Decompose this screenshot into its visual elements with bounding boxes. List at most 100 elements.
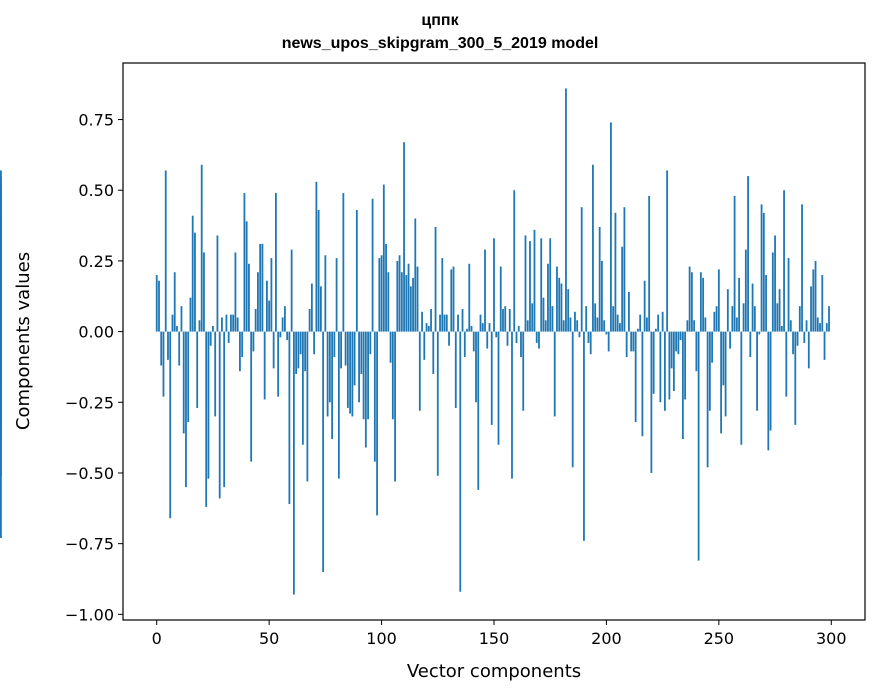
bar xyxy=(819,323,821,332)
bar xyxy=(461,308,464,332)
bar xyxy=(502,308,504,332)
bar xyxy=(672,331,675,391)
bar xyxy=(726,289,729,332)
bar xyxy=(452,266,455,332)
bar xyxy=(396,260,399,332)
bar xyxy=(286,331,289,341)
bar xyxy=(778,289,781,332)
bar xyxy=(445,314,448,332)
bar xyxy=(722,331,725,386)
bar xyxy=(266,280,268,332)
bar xyxy=(434,226,437,332)
bar xyxy=(724,331,727,417)
bar xyxy=(171,314,174,332)
bar xyxy=(257,272,259,332)
bar xyxy=(706,331,709,468)
x-tick-label: 50 xyxy=(259,629,279,648)
y-axis-ticks: −1.00 −0.75 −0.50 −0.25 0.00 0.25 0.50 0.75 xyxy=(65,111,123,624)
bar xyxy=(783,190,785,332)
bar xyxy=(776,303,779,332)
bar xyxy=(601,260,603,332)
bar xyxy=(765,275,767,332)
bar xyxy=(189,297,192,332)
bar xyxy=(522,331,525,411)
bar xyxy=(576,320,579,332)
bar xyxy=(414,218,417,332)
bar xyxy=(526,320,529,332)
bar xyxy=(587,331,590,343)
bar xyxy=(574,311,576,332)
bar xyxy=(407,263,410,332)
bar xyxy=(562,320,565,332)
bar xyxy=(506,331,509,346)
bar xyxy=(805,320,808,332)
bar xyxy=(677,331,680,355)
bar xyxy=(639,314,642,332)
bar xyxy=(693,320,696,332)
bar xyxy=(733,195,736,332)
bar xyxy=(335,258,338,332)
bar xyxy=(634,331,637,423)
bar xyxy=(585,306,588,332)
y-axis-label: Components values xyxy=(13,252,34,430)
bar xyxy=(187,331,190,423)
bar xyxy=(670,331,673,369)
bar xyxy=(178,331,181,366)
bar xyxy=(288,331,291,505)
bar xyxy=(769,331,772,431)
bar xyxy=(544,320,547,332)
bar xyxy=(760,204,763,332)
bar xyxy=(715,306,718,332)
bar xyxy=(742,303,745,332)
bar xyxy=(569,317,572,332)
bar xyxy=(508,308,511,332)
bar xyxy=(0,286,2,332)
bar xyxy=(362,331,365,420)
bar xyxy=(771,252,774,332)
chart-title-line2: news_upos_skipgram_300_5_2019 model xyxy=(281,35,599,52)
bar xyxy=(542,297,545,332)
bar xyxy=(495,331,498,338)
bar xyxy=(342,193,345,332)
bar xyxy=(416,266,419,332)
bar xyxy=(427,325,430,332)
bar xyxy=(637,328,639,332)
bar xyxy=(331,331,334,440)
bar xyxy=(547,263,549,332)
bar xyxy=(490,331,493,425)
bar xyxy=(346,331,349,408)
x-tick-label: 100 xyxy=(366,629,397,648)
bar xyxy=(270,258,273,332)
bar xyxy=(358,331,360,403)
bar xyxy=(774,235,776,332)
bar xyxy=(499,266,502,332)
bar xyxy=(619,323,621,332)
bar xyxy=(436,331,439,476)
bar xyxy=(486,331,489,349)
bar xyxy=(814,260,817,332)
bar xyxy=(205,331,208,507)
bar xyxy=(398,255,401,332)
bar xyxy=(661,311,664,332)
bar xyxy=(281,317,284,332)
bar xyxy=(441,258,444,332)
bar xyxy=(328,331,331,403)
bar xyxy=(641,331,644,437)
bar xyxy=(212,325,214,332)
bar xyxy=(684,331,687,400)
bar xyxy=(239,331,241,372)
y-tick-label: 0.75 xyxy=(78,111,114,130)
x-axis-ticks: 0 50 100 150 200 250 300 xyxy=(152,620,847,648)
bar xyxy=(821,275,824,332)
bar xyxy=(704,317,707,332)
bar xyxy=(794,331,797,425)
bar xyxy=(306,331,309,482)
bar xyxy=(378,258,381,332)
bar xyxy=(488,323,491,332)
bar xyxy=(389,331,392,363)
bar xyxy=(713,311,716,332)
bar xyxy=(652,331,655,394)
bar xyxy=(191,215,194,332)
bar xyxy=(203,252,205,332)
bar xyxy=(337,331,340,479)
